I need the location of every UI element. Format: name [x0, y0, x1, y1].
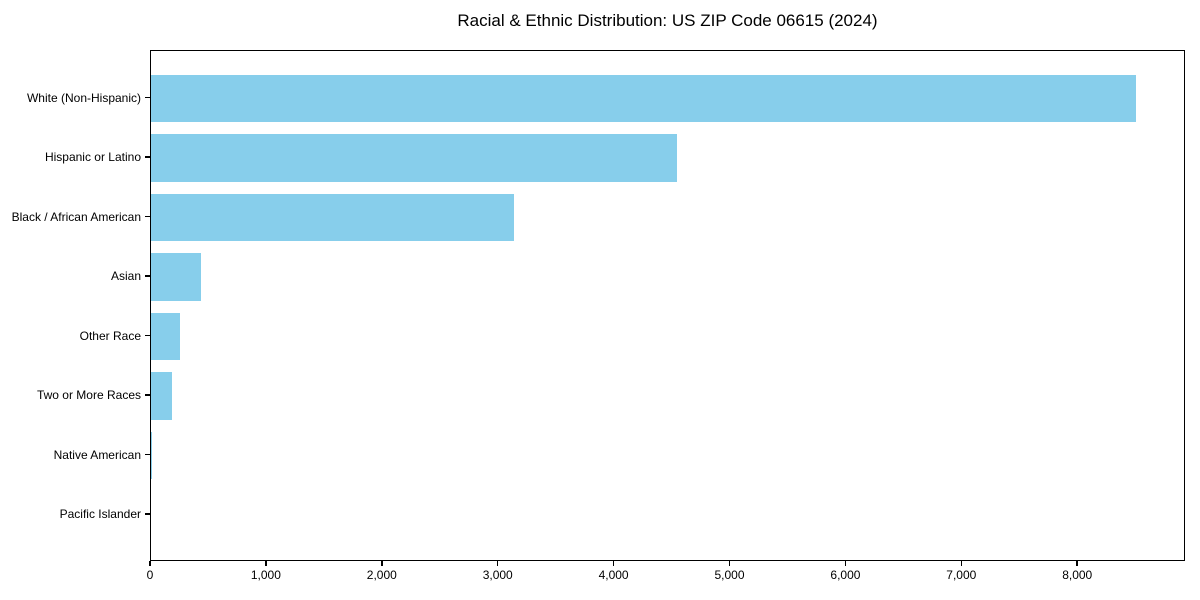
x-tick-label: 6,000: [830, 568, 861, 582]
y-tick-mark: [145, 96, 150, 99]
x-tick-label: 7,000: [946, 568, 977, 582]
x-tick-label: 8,000: [1062, 568, 1093, 582]
x-tick-mark: [960, 561, 963, 566]
x-tick-mark: [496, 561, 499, 566]
y-tick-mark: [145, 453, 150, 456]
y-tick-mark: [145, 394, 150, 396]
y-axis-label: White (Non-Hispanic): [26, 90, 141, 105]
bar: [151, 312, 180, 361]
y-axis-label: Other Race: [79, 328, 141, 343]
bar: [151, 431, 153, 480]
y-tick-mark: [145, 215, 150, 218]
y-tick-mark: [145, 156, 150, 158]
y-axis-label: Native American: [53, 447, 141, 462]
x-tick-label: 3,000: [482, 568, 513, 582]
bar: [151, 134, 678, 182]
bar: [151, 372, 172, 420]
bar: [151, 193, 514, 242]
bar: [151, 74, 1137, 123]
y-tick-mark: [145, 275, 150, 277]
bar: [151, 253, 201, 301]
x-tick-mark: [728, 561, 731, 566]
x-tick-mark: [149, 561, 151, 566]
x-tick-label: 5,000: [714, 568, 745, 582]
chart-title: Racial & Ethnic Distribution: US ZIP Cod…: [457, 11, 878, 30]
y-axis-label: Hispanic or Latino: [44, 150, 141, 164]
x-tick-mark: [1076, 561, 1078, 566]
y-axis-label: Black / African American: [11, 209, 141, 224]
y-tick-mark: [145, 334, 150, 337]
y-axis-label: Asian: [110, 269, 141, 283]
y-axis-label: Two or More Races: [36, 388, 141, 402]
x-tick-mark: [265, 561, 267, 566]
x-tick-label: 4,000: [598, 568, 629, 582]
x-tick-mark: [612, 561, 615, 566]
x-tick-label: 1,000: [250, 568, 281, 582]
y-axis-label: Pacific Islander: [59, 507, 141, 521]
x-tick-label: 0: [146, 568, 154, 582]
x-tick-mark: [844, 561, 847, 566]
y-tick-mark: [145, 513, 150, 515]
plot-area: [150, 50, 1185, 561]
x-tick-mark: [381, 561, 383, 566]
x-tick-label: 2,000: [366, 568, 397, 582]
